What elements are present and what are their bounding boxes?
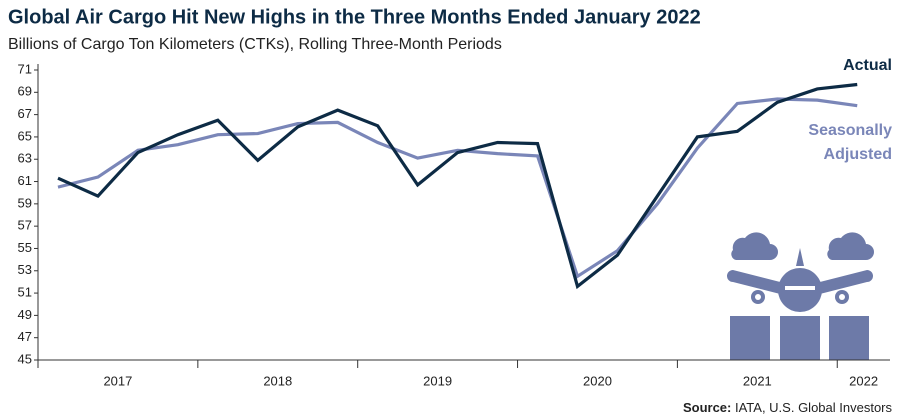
series-line bbox=[57, 97, 858, 279]
y-tick-label: 49 bbox=[18, 307, 32, 322]
y-tick-label: 47 bbox=[18, 329, 32, 344]
y-tick-label: 69 bbox=[18, 84, 32, 99]
x-tick-label: 2020 bbox=[583, 373, 612, 388]
legend-seasonal: Seasonally Adjusted bbox=[808, 122, 892, 163]
x-tick-label: 2018 bbox=[263, 373, 292, 388]
chart-title: Global Air Cargo Hit New Highs in the Th… bbox=[8, 6, 701, 28]
plane-icon-detail bbox=[755, 286, 845, 300]
y-tick-label: 65 bbox=[18, 128, 32, 143]
source: Source: IATA, U.S. Global Investors bbox=[683, 400, 893, 415]
y-tick-label: 51 bbox=[18, 285, 32, 300]
x-tick-label: 2022 bbox=[849, 373, 878, 388]
y-tick-label: 53 bbox=[18, 262, 32, 277]
y-tick-label: 57 bbox=[18, 218, 32, 233]
x-tick-label: 2017 bbox=[103, 373, 132, 388]
series-line bbox=[57, 82, 858, 290]
y-tick-label: 61 bbox=[18, 173, 32, 188]
y-tick-label: 59 bbox=[18, 195, 32, 210]
y-tick-label: 55 bbox=[18, 240, 32, 255]
legend-actual: Actual bbox=[843, 57, 892, 74]
y-tick-label: 45 bbox=[18, 351, 32, 366]
plane-icon bbox=[727, 232, 874, 360]
x-tick-label: 2021 bbox=[743, 373, 772, 388]
y-tick-label: 67 bbox=[18, 106, 32, 121]
source-label: Source: bbox=[683, 400, 731, 415]
y-tick-label: 63 bbox=[18, 151, 32, 166]
y-tick-label: 71 bbox=[18, 61, 32, 76]
x-tick-label: 2019 bbox=[423, 373, 452, 388]
source-text: IATA, U.S. Global Investors bbox=[735, 400, 893, 415]
chart-subtitle: Billions of Cargo Ton Kilometers (CTKs),… bbox=[8, 36, 502, 53]
